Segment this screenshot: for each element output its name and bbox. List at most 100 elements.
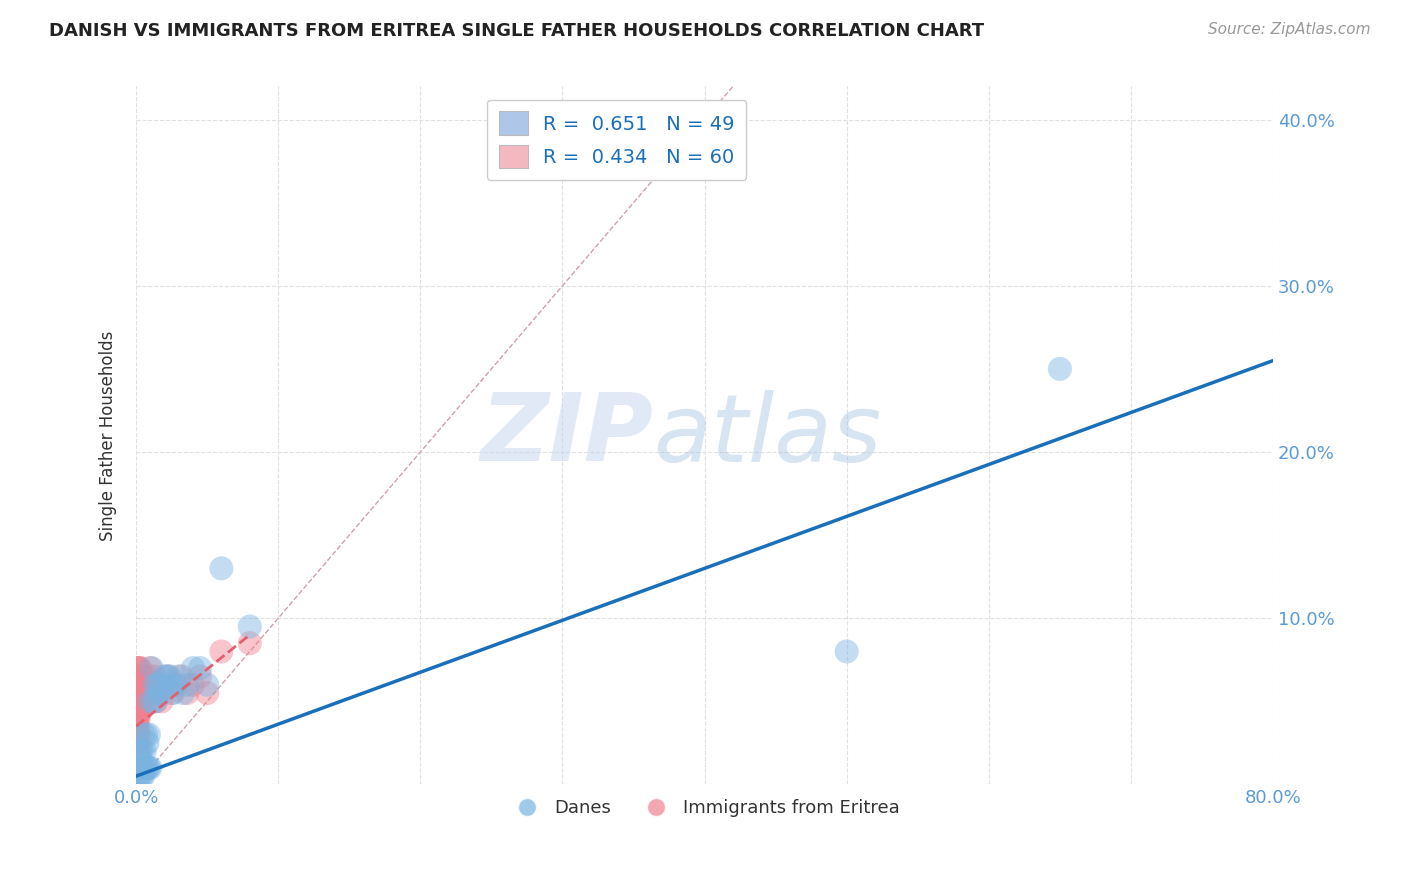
Point — [131, 769, 153, 783]
Y-axis label: Single Father Households: Single Father Households — [100, 330, 117, 541]
Text: DANISH VS IMMIGRANTS FROM ERITREA SINGLE FATHER HOUSEHOLDS CORRELATION CHART: DANISH VS IMMIGRANTS FROM ERITREA SINGLE… — [49, 22, 984, 40]
Point — [128, 769, 150, 783]
Point — [156, 669, 179, 683]
Point — [132, 694, 155, 708]
Point — [165, 678, 187, 692]
Point — [127, 678, 149, 692]
Point — [239, 619, 262, 633]
Point — [128, 669, 150, 683]
Point — [195, 686, 218, 700]
Point — [143, 678, 166, 692]
Point — [127, 678, 149, 692]
Point — [138, 728, 160, 742]
Text: Source: ZipAtlas.com: Source: ZipAtlas.com — [1208, 22, 1371, 37]
Point — [129, 678, 152, 692]
Point — [181, 678, 204, 692]
Point — [127, 694, 149, 708]
Point — [131, 686, 153, 700]
Point — [127, 669, 149, 683]
Point — [138, 669, 160, 683]
Point — [143, 669, 166, 683]
Point — [128, 744, 150, 758]
Point — [188, 669, 211, 683]
Point — [127, 728, 149, 742]
Point — [131, 703, 153, 717]
Point — [134, 686, 156, 700]
Point — [239, 636, 262, 650]
Point — [150, 686, 173, 700]
Point — [145, 694, 167, 708]
Point — [148, 686, 170, 700]
Point — [139, 661, 162, 675]
Point — [127, 703, 149, 717]
Point — [135, 678, 157, 692]
Point — [127, 703, 149, 717]
Point — [172, 686, 194, 700]
Point — [128, 711, 150, 725]
Point — [835, 644, 858, 658]
Point — [127, 711, 149, 725]
Point — [162, 686, 184, 700]
Point — [134, 761, 156, 775]
Point — [136, 686, 159, 700]
Point — [129, 661, 152, 675]
Point — [127, 719, 149, 733]
Point — [167, 669, 190, 683]
Point — [146, 678, 169, 692]
Point — [139, 694, 162, 708]
Point — [135, 761, 157, 775]
Point — [131, 744, 153, 758]
Point — [155, 678, 177, 692]
Point — [149, 678, 172, 692]
Point — [129, 752, 152, 766]
Point — [127, 736, 149, 750]
Point — [138, 761, 160, 775]
Point — [136, 761, 159, 775]
Point — [153, 678, 176, 692]
Point — [128, 728, 150, 742]
Point — [135, 728, 157, 742]
Point — [150, 694, 173, 708]
Point — [141, 661, 163, 675]
Point — [131, 669, 153, 683]
Point — [127, 719, 149, 733]
Point — [127, 661, 149, 675]
Point — [136, 736, 159, 750]
Point — [128, 686, 150, 700]
Text: atlas: atlas — [654, 390, 882, 481]
Point — [156, 669, 179, 683]
Point — [170, 669, 193, 683]
Point — [128, 761, 150, 775]
Point — [132, 728, 155, 742]
Point — [127, 744, 149, 758]
Point — [128, 703, 150, 717]
Point — [129, 694, 152, 708]
Point — [1049, 362, 1071, 376]
Point — [146, 678, 169, 692]
Point — [176, 686, 198, 700]
Text: ZIP: ZIP — [481, 390, 654, 482]
Point — [134, 669, 156, 683]
Point — [139, 761, 162, 775]
Point — [127, 711, 149, 725]
Point — [128, 694, 150, 708]
Point — [132, 761, 155, 775]
Point — [188, 661, 211, 675]
Point — [127, 694, 149, 708]
Point — [127, 686, 149, 700]
Point — [141, 678, 163, 692]
Point — [129, 769, 152, 783]
Point — [128, 678, 150, 692]
Point — [129, 744, 152, 758]
Point — [165, 678, 187, 692]
Point — [209, 644, 232, 658]
Point — [127, 686, 149, 700]
Point — [127, 761, 149, 775]
Point — [176, 678, 198, 692]
Legend: Danes, Immigrants from Eritrea: Danes, Immigrants from Eritrea — [502, 792, 907, 824]
Point — [160, 686, 183, 700]
Point — [159, 669, 181, 683]
Point — [131, 761, 153, 775]
Point — [127, 769, 149, 783]
Point — [128, 661, 150, 675]
